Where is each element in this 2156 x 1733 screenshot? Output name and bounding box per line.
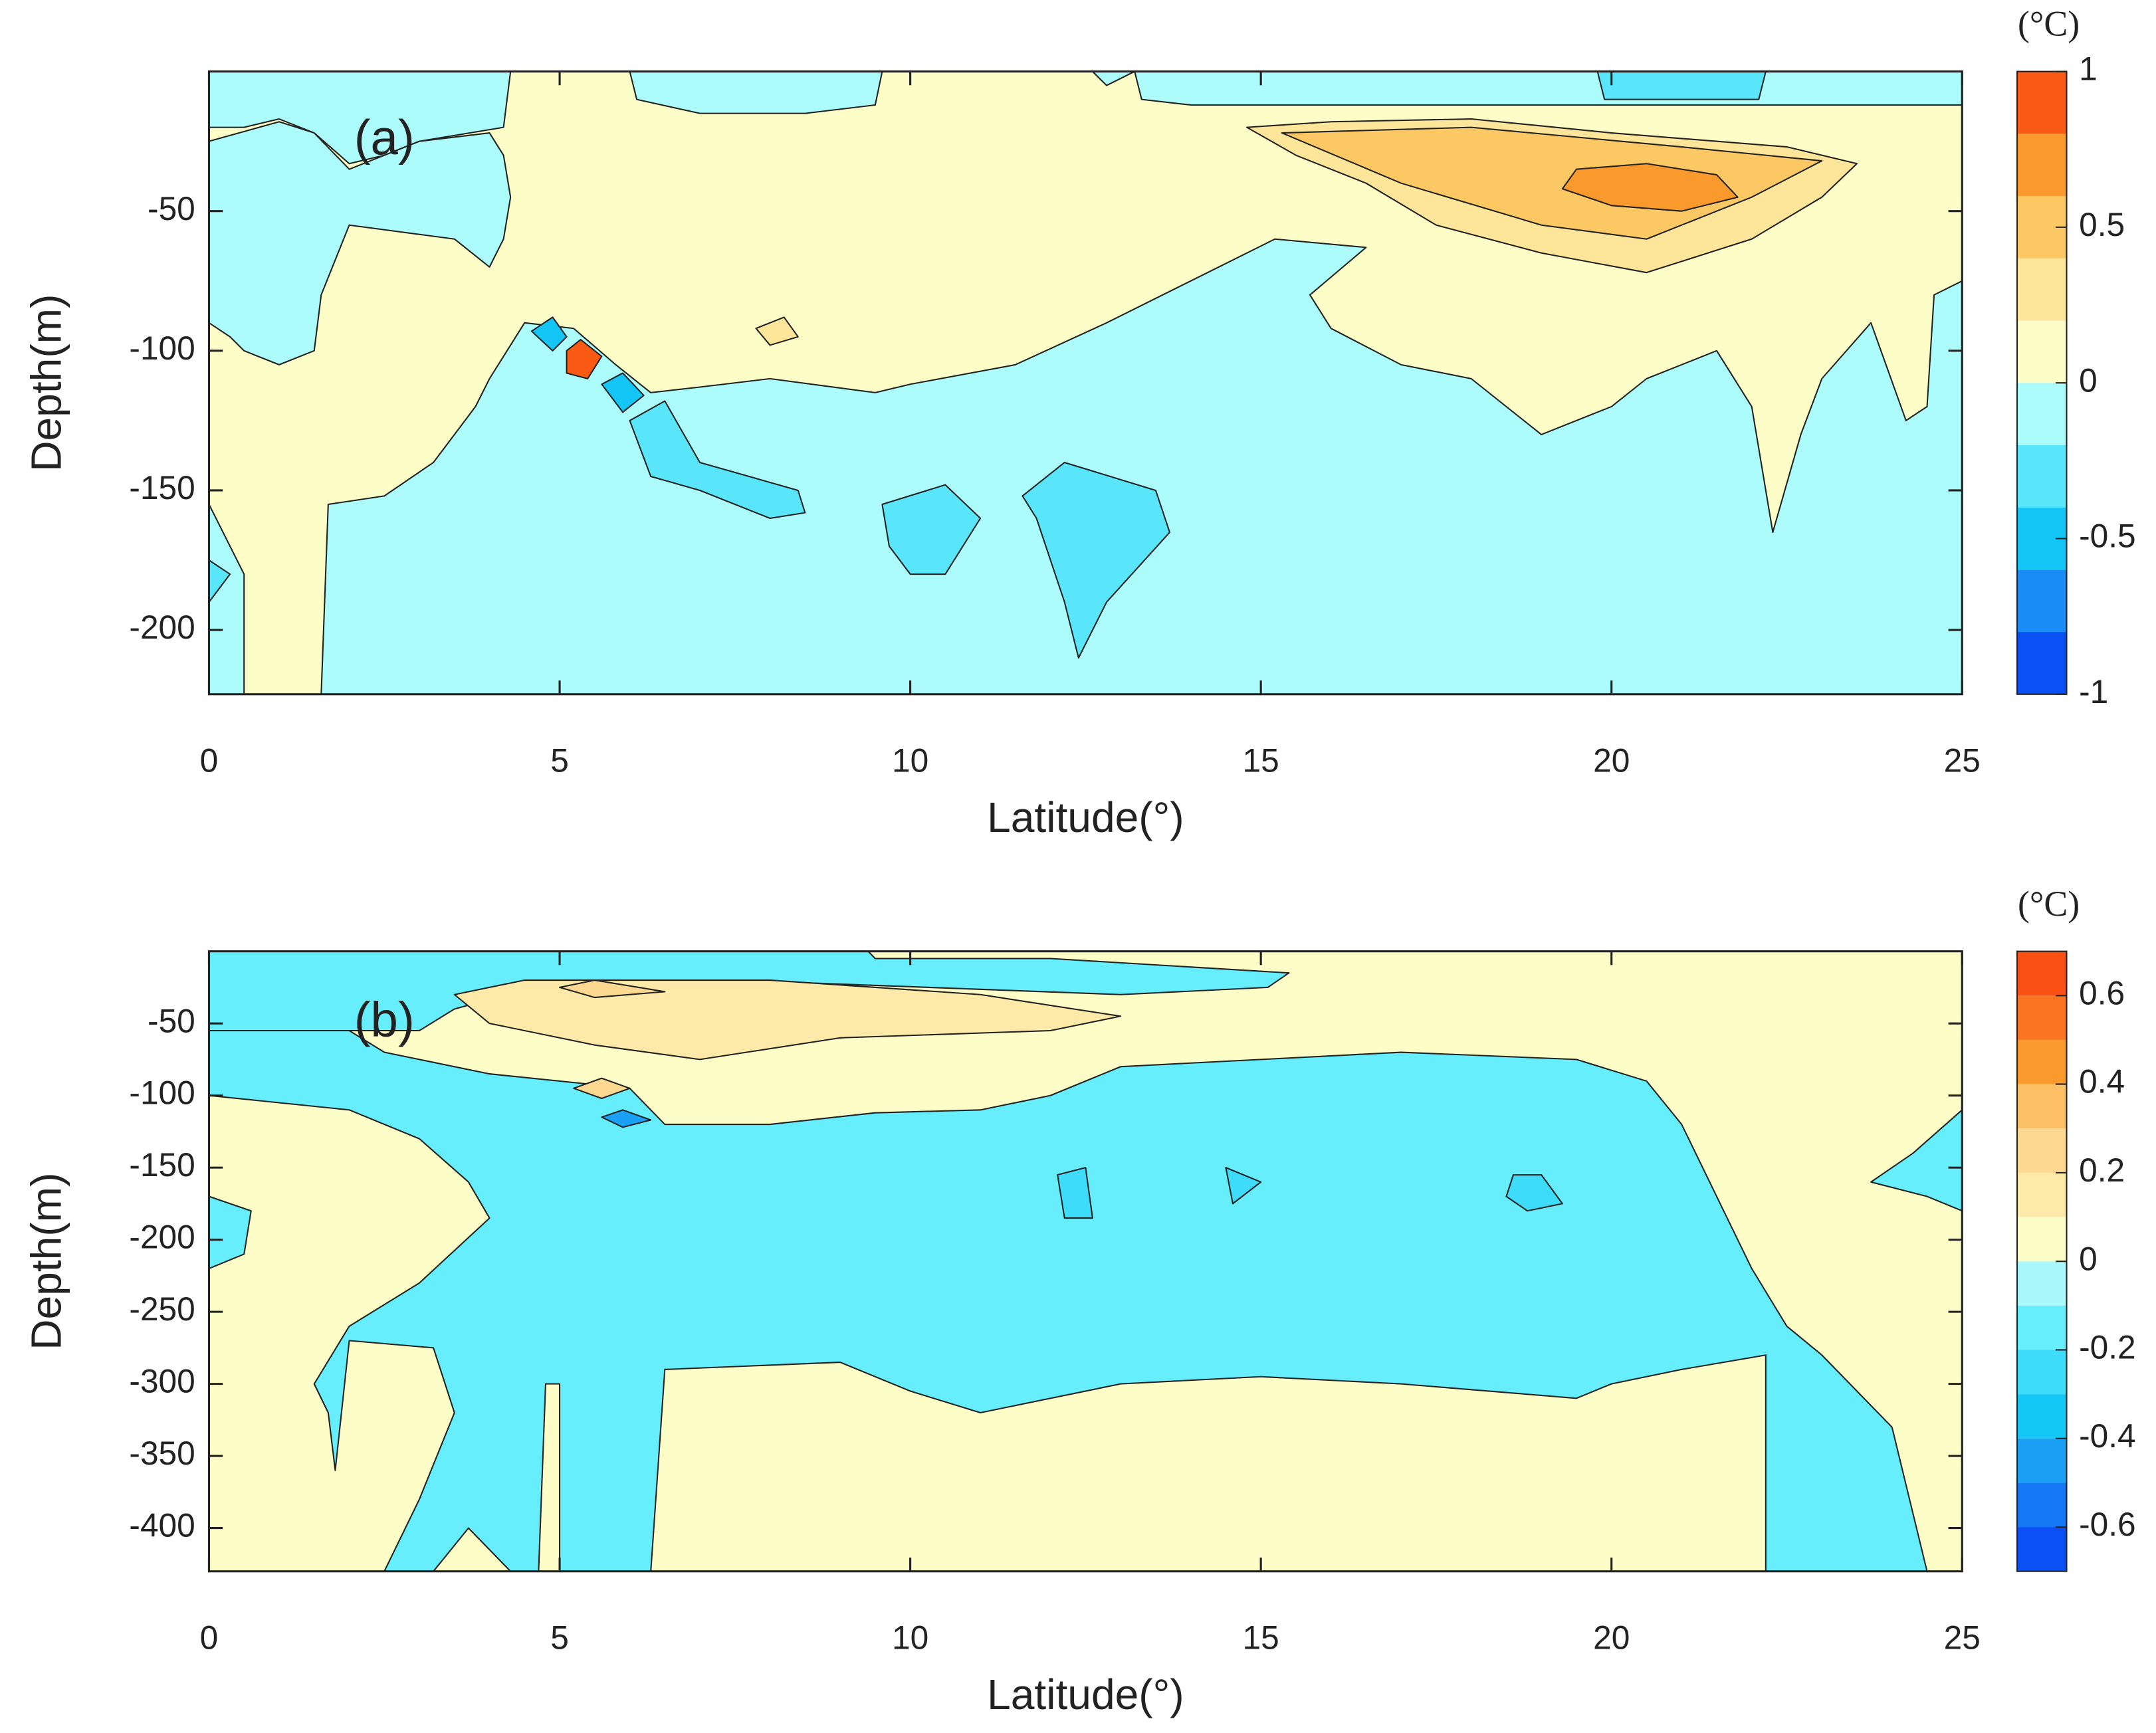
panel-label: (a): [354, 110, 415, 165]
y-axis-label: Depth(m): [22, 1173, 70, 1350]
x-tick-label: 20: [1593, 742, 1630, 779]
contour-region: [559, 979, 666, 999]
y-tick-label: -150: [129, 469, 195, 506]
contour-region: [601, 1109, 652, 1128]
y-axis-label: Depth(m): [22, 294, 70, 472]
y-tick-label: -350: [129, 1435, 195, 1472]
contour-region: [566, 339, 603, 379]
y-tick-label: -100: [129, 1074, 195, 1112]
colorbar-segment: [2017, 951, 2067, 996]
colorbar-tick-label: 1: [2079, 51, 2098, 88]
colorbar-segment: [2017, 383, 2067, 445]
colorbar-tick-label: 0: [2079, 1240, 2098, 1277]
x-tick-label: 0: [200, 742, 219, 779]
panel: 0 5 10 15 20 25-50-100-150-200Latitude(°)Dept…: [22, 4, 2135, 841]
x-tick-label: 10: [892, 742, 928, 779]
contour-region: [208, 121, 512, 365]
y-tick-label: -50: [148, 1002, 195, 1039]
colorbar-segment: [2017, 71, 2067, 134]
contour-region: [1281, 126, 1823, 240]
plot-frame: [207, 70, 1963, 696]
colorbar-tick-label: -0.6: [2079, 1506, 2136, 1543]
contour-region: [755, 316, 799, 346]
plot-frame: [207, 950, 1963, 1573]
colorbar-tick-label: 0.2: [2079, 1152, 2125, 1189]
y-tick-label: -200: [129, 1219, 195, 1256]
colorbar-segment: [2017, 1039, 2067, 1084]
y-tick-label: -400: [129, 1507, 195, 1544]
y-tick-label: -300: [129, 1363, 195, 1400]
x-tick-label: 5: [550, 1619, 569, 1656]
colorbar-segment: [2017, 1217, 2067, 1262]
colorbar-segment: [2017, 1128, 2067, 1173]
contour-region: [881, 484, 982, 575]
colorbar-tick-label: 0.6: [2079, 974, 2125, 1011]
colorbar-segment: [2017, 569, 2067, 633]
colorbar-segment: [2017, 995, 2067, 1040]
x-tick-label: 20: [1593, 1619, 1630, 1656]
x-tick-label: 15: [1243, 742, 1279, 779]
contour-region: [1505, 1173, 1563, 1212]
colorbar-tick-label: -0.4: [2079, 1417, 2136, 1455]
y-tick-label: -150: [129, 1146, 195, 1183]
colorbar-segment: [2017, 1350, 2067, 1395]
colorbar-segment: [2017, 1261, 2067, 1306]
contour-region: [601, 372, 645, 413]
colorbar-segment: [2017, 134, 2067, 197]
contour-region: [1561, 163, 1739, 212]
colorbar-segment: [2017, 1172, 2067, 1217]
colorbar-segment: [2017, 258, 2067, 321]
colorbar-segment: [2017, 1394, 2067, 1439]
x-axis-label: Latitude(°): [987, 793, 1184, 841]
y-tick-label: -100: [129, 330, 195, 367]
colorbar-segment: [2017, 1084, 2067, 1129]
colorbar-tick-label: 0.4: [2079, 1063, 2125, 1100]
contour-region: [573, 1077, 631, 1100]
colorbar-segment: [2017, 1305, 2067, 1350]
contour-region: [1057, 1167, 1093, 1219]
x-axis-label: Latitude(°): [987, 1671, 1184, 1718]
x-tick-label: 25: [1944, 1619, 1981, 1656]
colorbar-segment: [2017, 632, 2067, 694]
colorbar-segment: [2017, 1482, 2067, 1528]
y-tick-label: -250: [129, 1290, 195, 1328]
colorbar-segment: [2017, 1527, 2067, 1572]
contour-region: [453, 979, 1122, 1061]
colorbar-segment: [2017, 445, 2067, 508]
x-tick-label: 5: [550, 742, 569, 779]
panel-label: (b): [354, 992, 415, 1047]
colorbar-unit: (°C): [2018, 884, 2080, 924]
colorbar-tick-label: 0: [2079, 361, 2098, 399]
panel: 0 5 10 15 20 25 -50 -100 -150 -200 -250 -300 -350 -40…: [22, 884, 2135, 1718]
contour-region: [1225, 1167, 1262, 1205]
colorbar-segment: [2017, 1438, 2067, 1483]
contour-region: [1596, 70, 1767, 100]
x-tick-label: 0: [200, 1619, 219, 1656]
y-tick-label: -50: [148, 190, 195, 227]
x-tick-label: 10: [892, 1619, 928, 1656]
contour-region: [629, 400, 806, 520]
colorbar-segment: [2017, 320, 2067, 383]
contour-region: [208, 950, 1290, 1032]
y-tick-label: -200: [129, 609, 195, 646]
contour-region: [208, 1029, 1928, 1572]
contour-region: [1022, 461, 1171, 659]
x-tick-label: 15: [1243, 1619, 1279, 1656]
colorbar-unit: (°C): [2018, 4, 2080, 44]
colorbar-tick-label: 0.5: [2079, 206, 2125, 243]
colorbar-tick-label: -0.2: [2079, 1329, 2136, 1366]
x-tick-label: 25: [1944, 742, 1981, 779]
colorbar-tick-label: -0.5: [2079, 518, 2136, 555]
colorbar-tick-label: -1: [2079, 673, 2108, 710]
contour-region: [530, 316, 568, 352]
